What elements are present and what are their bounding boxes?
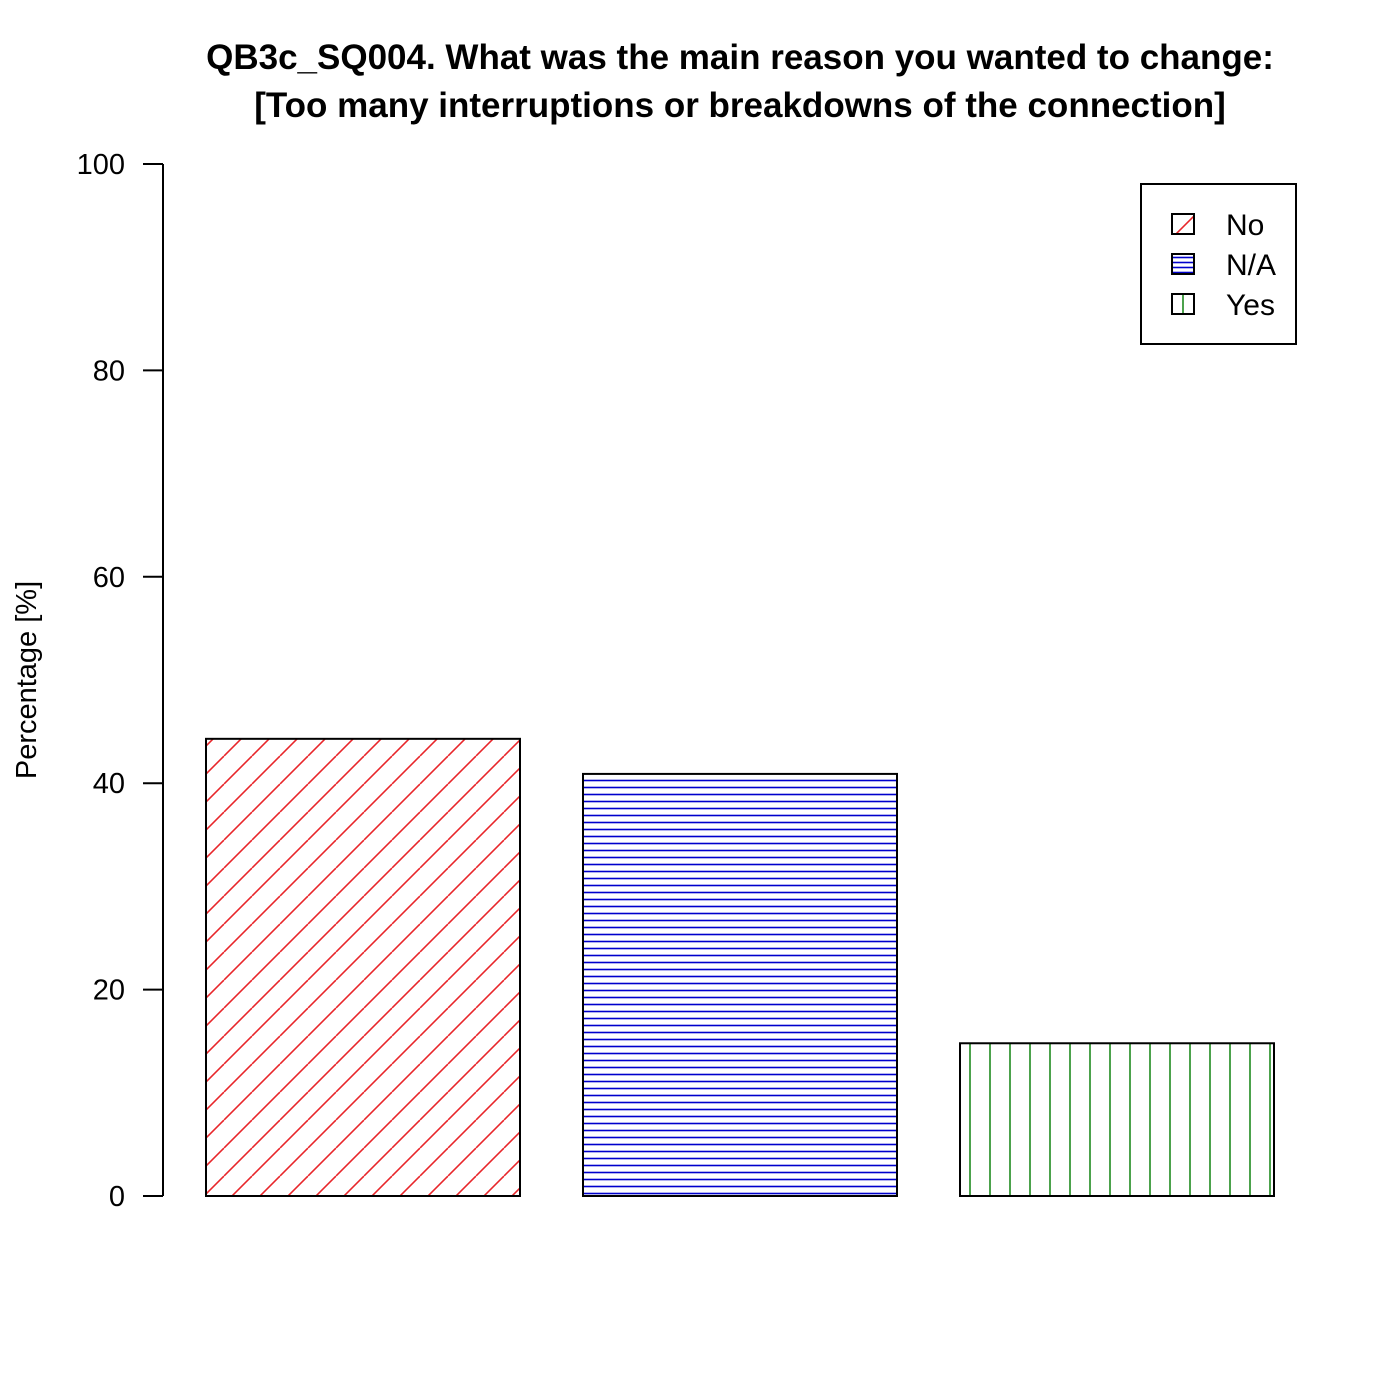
chart-title: QB3c_SQ004. What was the main reason you… [206, 38, 1274, 77]
legend-item-yes-label: Yes [1226, 289, 1275, 322]
legend-item-na-swatch [1171, 253, 1195, 275]
y-tick-label: 100 [77, 149, 125, 181]
y-tick-label: 40 [93, 768, 125, 800]
bar-na [582, 772, 898, 1197]
bar-no [205, 737, 521, 1197]
y-tick-label: 20 [93, 975, 125, 1007]
y-axis-label: Percentage [%] [11, 581, 43, 779]
chart-subtitle: [Too many interruptions or breakdowns of… [254, 86, 1226, 125]
y-tick-label: 0 [109, 1181, 125, 1213]
legend-item-yes-swatch [1171, 293, 1195, 315]
legend-item-no-swatch [1171, 213, 1195, 235]
legend-item-no-label: No [1226, 209, 1264, 242]
legend: No N/A Yes [1140, 183, 1297, 345]
y-tick-label: 60 [93, 562, 125, 594]
legend-item-na-label: N/A [1226, 249, 1276, 282]
y-tick-label: 80 [93, 355, 125, 387]
bar-yes [959, 1042, 1275, 1198]
legend-box [1140, 183, 1297, 345]
